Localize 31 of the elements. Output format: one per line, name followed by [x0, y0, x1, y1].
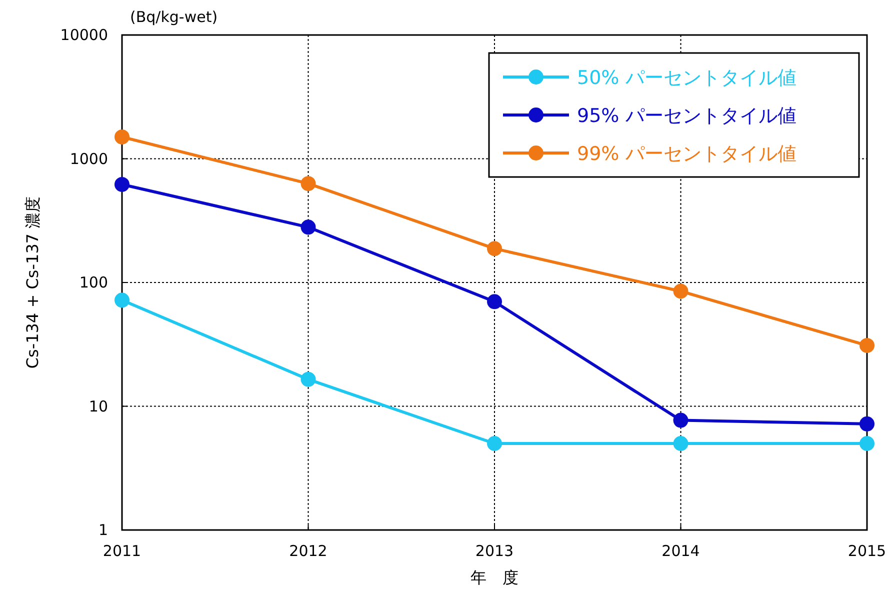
point	[300, 372, 316, 387]
point	[487, 241, 502, 256]
point	[860, 416, 874, 432]
legend-label: 50% パーセントタイル値	[577, 67, 796, 89]
point	[114, 176, 130, 192]
point	[673, 284, 688, 299]
x-tick-label: 2015	[848, 542, 886, 560]
point	[673, 412, 688, 428]
legend-label: 95% パーセントタイル値	[577, 105, 796, 127]
point	[860, 338, 874, 353]
x-tick-label: 2013	[475, 542, 514, 560]
y-tick-label: 10	[88, 397, 108, 416]
point	[114, 129, 130, 144]
point	[114, 292, 130, 308]
x-axis-title: 年 度	[470, 568, 518, 587]
point	[860, 436, 874, 451]
point	[300, 176, 316, 192]
text: (Bq/kg-wet)	[130, 8, 218, 26]
point	[300, 220, 316, 235]
x-tick-label: 2011	[102, 542, 142, 560]
point	[487, 436, 502, 451]
legend-label: 99% パーセントタイル値	[577, 143, 796, 165]
point	[673, 436, 688, 451]
y-tick-label: 1	[98, 521, 108, 539]
point	[487, 294, 502, 310]
x-tick-label: 2014	[662, 542, 700, 560]
y-tick-label: 1000	[70, 150, 108, 168]
y-tick-label: 10000	[60, 26, 108, 44]
y-tick-label: 100	[79, 274, 108, 292]
x-tick-label: 2012	[289, 542, 328, 560]
y-axis-title: Cs-134 + Cs-137 濃度	[23, 196, 42, 369]
